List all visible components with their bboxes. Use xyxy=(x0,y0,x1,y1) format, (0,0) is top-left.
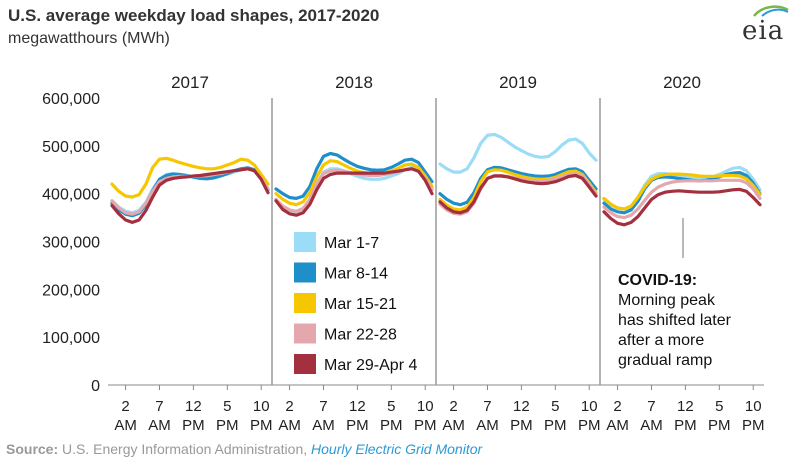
legend-label: Mar 29-Apr 4 xyxy=(324,357,417,374)
x-tick-label-period: AM xyxy=(606,417,629,434)
x-tick-label: 7 xyxy=(319,398,327,415)
x-tick-label-period: AM xyxy=(476,417,499,434)
x-tick-label: 12 xyxy=(513,398,530,415)
legend-swatch xyxy=(294,354,316,374)
x-tick-label: 2 xyxy=(285,398,293,415)
annotation-line: gradual ramp xyxy=(618,352,712,369)
x-tick-label-period: AM xyxy=(312,417,335,434)
x-tick-label-period: PM xyxy=(250,417,273,434)
x-tick-label: 2 xyxy=(121,398,129,415)
x-tick-label: 10 xyxy=(581,398,598,415)
annotation-heading: COVID-19: xyxy=(618,272,697,289)
eia-logo: eia xyxy=(732,2,794,48)
legend-swatch xyxy=(294,293,316,313)
series-line-2020-3 xyxy=(602,172,762,211)
legend-swatch xyxy=(294,232,316,252)
x-tick-label: 12 xyxy=(677,398,694,415)
annotation-line: after a more xyxy=(618,332,704,349)
series-line-2019-1 xyxy=(438,132,598,174)
y-tick-label: 100,000 xyxy=(42,330,100,347)
x-tick-label: 7 xyxy=(155,398,163,415)
x-tick-label-period: PM xyxy=(346,417,369,434)
series-line-2019-2 xyxy=(438,165,598,207)
x-tick-label-period: PM xyxy=(216,417,239,434)
x-tick-label: 2 xyxy=(613,398,621,415)
x-tick-label: 2 xyxy=(449,398,457,415)
series-line-2017-5 xyxy=(110,167,270,224)
legend-label: Mar 22-28 xyxy=(324,327,397,344)
annotation-line: Morning peak xyxy=(618,292,716,309)
series-line-2018-3 xyxy=(274,159,434,207)
x-tick-label: 10 xyxy=(417,398,434,415)
x-tick-label-period: PM xyxy=(544,417,567,434)
x-tick-label-period: PM xyxy=(578,417,601,434)
series-line-2019-5 xyxy=(438,173,598,215)
y-tick-label: 500,000 xyxy=(42,139,100,156)
y-tick-label: 0 xyxy=(91,378,100,395)
x-tick-label: 5 xyxy=(551,398,559,415)
x-tick-label: 5 xyxy=(387,398,395,415)
source-label: Source: xyxy=(6,441,59,457)
legend-swatch xyxy=(294,323,316,344)
annotation-line: has shifted later xyxy=(618,312,732,329)
x-tick-label-period: AM xyxy=(640,417,663,434)
source-link[interactable]: Hourly Electric Grid Monitor xyxy=(311,441,483,457)
series-line-2017-3 xyxy=(110,156,270,199)
x-tick-label-period: PM xyxy=(742,417,765,434)
x-tick-label: 7 xyxy=(483,398,491,415)
load-shape-chart: 0 100,000 200,000 300,000 400,000 500,000 600,… xyxy=(42,73,765,434)
x-tick-label: 5 xyxy=(715,398,723,415)
y-tick-label: 200,000 xyxy=(42,282,100,299)
x-tick-label-period: AM xyxy=(114,417,137,434)
panel-year-2020: 2020 xyxy=(663,73,701,92)
chart-subtitle: megawatthours (MWh) xyxy=(8,30,170,47)
x-tick-label-period: PM xyxy=(708,417,731,434)
legend-label: Mar 8-14 xyxy=(324,266,388,283)
x-tick-label-period: PM xyxy=(182,417,205,434)
x-tick-label: 10 xyxy=(253,398,270,415)
legend-swatch xyxy=(294,262,316,283)
y-tick-label: 400,000 xyxy=(42,187,100,204)
source-text: U.S. Energy Information Administration, xyxy=(58,441,312,457)
series-line-2020-2 xyxy=(602,171,762,215)
eia-logo-text: eia xyxy=(742,16,785,46)
panel-year-2019: 2019 xyxy=(499,73,537,92)
x-tick-label-period: PM xyxy=(380,417,403,434)
x-tick-label: 10 xyxy=(745,398,762,415)
x-tick-label-period: PM xyxy=(510,417,533,434)
x-tick-label-period: PM xyxy=(414,417,437,434)
series-line-2020-4 xyxy=(602,178,762,220)
x-tick-label-period: PM xyxy=(674,417,697,434)
panel-year-2017: 2017 xyxy=(171,73,209,92)
x-tick-label-period: AM xyxy=(278,417,301,434)
x-tick-label-period: AM xyxy=(148,417,171,434)
x-tick-label-period: AM xyxy=(442,417,465,434)
y-tick-label: 300,000 xyxy=(42,235,100,252)
series-line-2019-3 xyxy=(438,168,598,212)
source-note: Source: U.S. Energy Information Administ… xyxy=(6,441,482,457)
legend-label: Mar 15-21 xyxy=(324,296,397,313)
legend-label: Mar 1-7 xyxy=(324,235,379,252)
series-line-2018-5 xyxy=(274,167,434,217)
panel-year-2018: 2018 xyxy=(335,73,373,92)
y-tick-label: 600,000 xyxy=(42,91,100,108)
x-tick-label: 5 xyxy=(223,398,231,415)
x-tick-label: 12 xyxy=(349,398,366,415)
chart-title: U.S. average weekday load shapes, 2017-2… xyxy=(8,6,380,25)
eia-logo-swoosh-icon xyxy=(753,5,789,17)
x-tick-label: 12 xyxy=(185,398,202,415)
series-line-2018-2 xyxy=(274,151,434,200)
series-line-2020-5 xyxy=(602,187,762,227)
x-tick-label: 7 xyxy=(647,398,655,415)
